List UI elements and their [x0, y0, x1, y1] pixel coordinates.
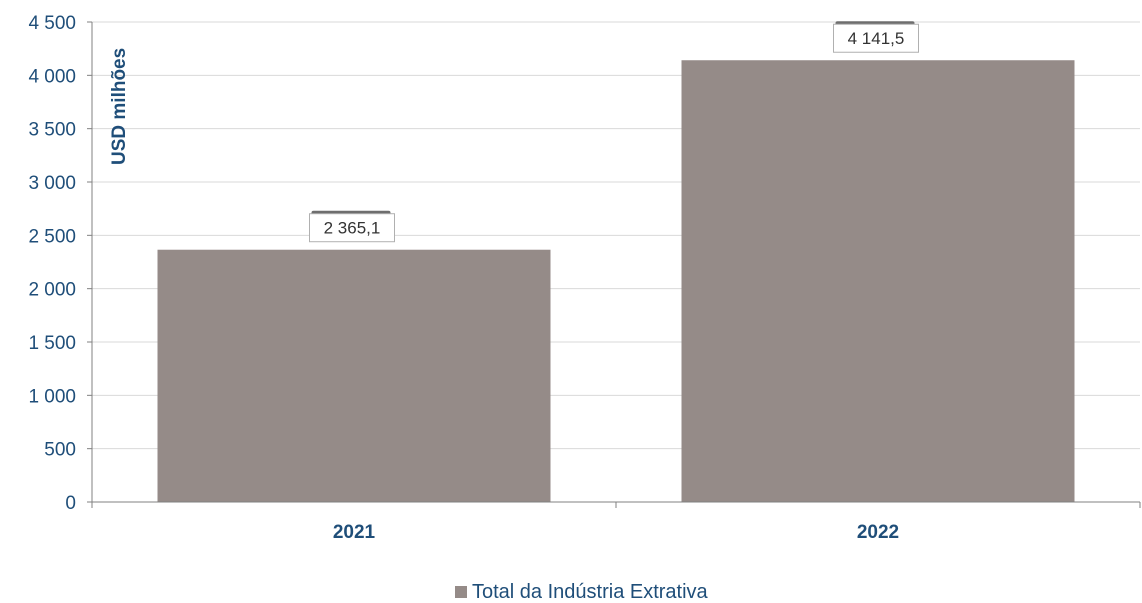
y-tick-label: 500 [44, 440, 76, 461]
y-tick-label: 3 500 [28, 120, 76, 141]
data-label-box [309, 213, 395, 243]
y-tick-label: 3 000 [28, 173, 76, 194]
x-tick-labels: 2021 2022 [333, 522, 899, 543]
legend-label: Total da Indústria Extrativa [472, 581, 709, 603]
data-label: 2 365,1 [324, 219, 381, 238]
data-labels: 2 365,1 4 141,5 [309, 21, 919, 243]
x-tick-label: 2022 [857, 522, 899, 543]
bar-2022 [681, 60, 1075, 503]
y-axis-label: USD milhões [109, 48, 130, 165]
y-tick-label: 4 000 [28, 66, 76, 87]
legend: Total da Indústria Extrativa [455, 581, 709, 603]
y-tick-label: 1 500 [28, 333, 76, 354]
y-tick-labels: 0 500 1 000 1 500 2 000 2 500 3 000 3 500 4 000 4… [28, 13, 76, 514]
y-tick-label: 2 000 [28, 280, 76, 301]
y-tick-label: 2 500 [28, 226, 76, 247]
bar-2021 [157, 249, 551, 502]
x-tick-label: 2021 [333, 522, 376, 543]
y-tick-label: 4 500 [28, 13, 76, 34]
y-tick-label: 1 000 [28, 386, 76, 407]
bars [157, 60, 1075, 503]
legend-swatch [455, 586, 467, 598]
data-label-box [833, 23, 919, 53]
data-label: 4 141,5 [848, 29, 905, 48]
axes [87, 21, 1141, 508]
y-tick-label: 0 [65, 493, 76, 514]
